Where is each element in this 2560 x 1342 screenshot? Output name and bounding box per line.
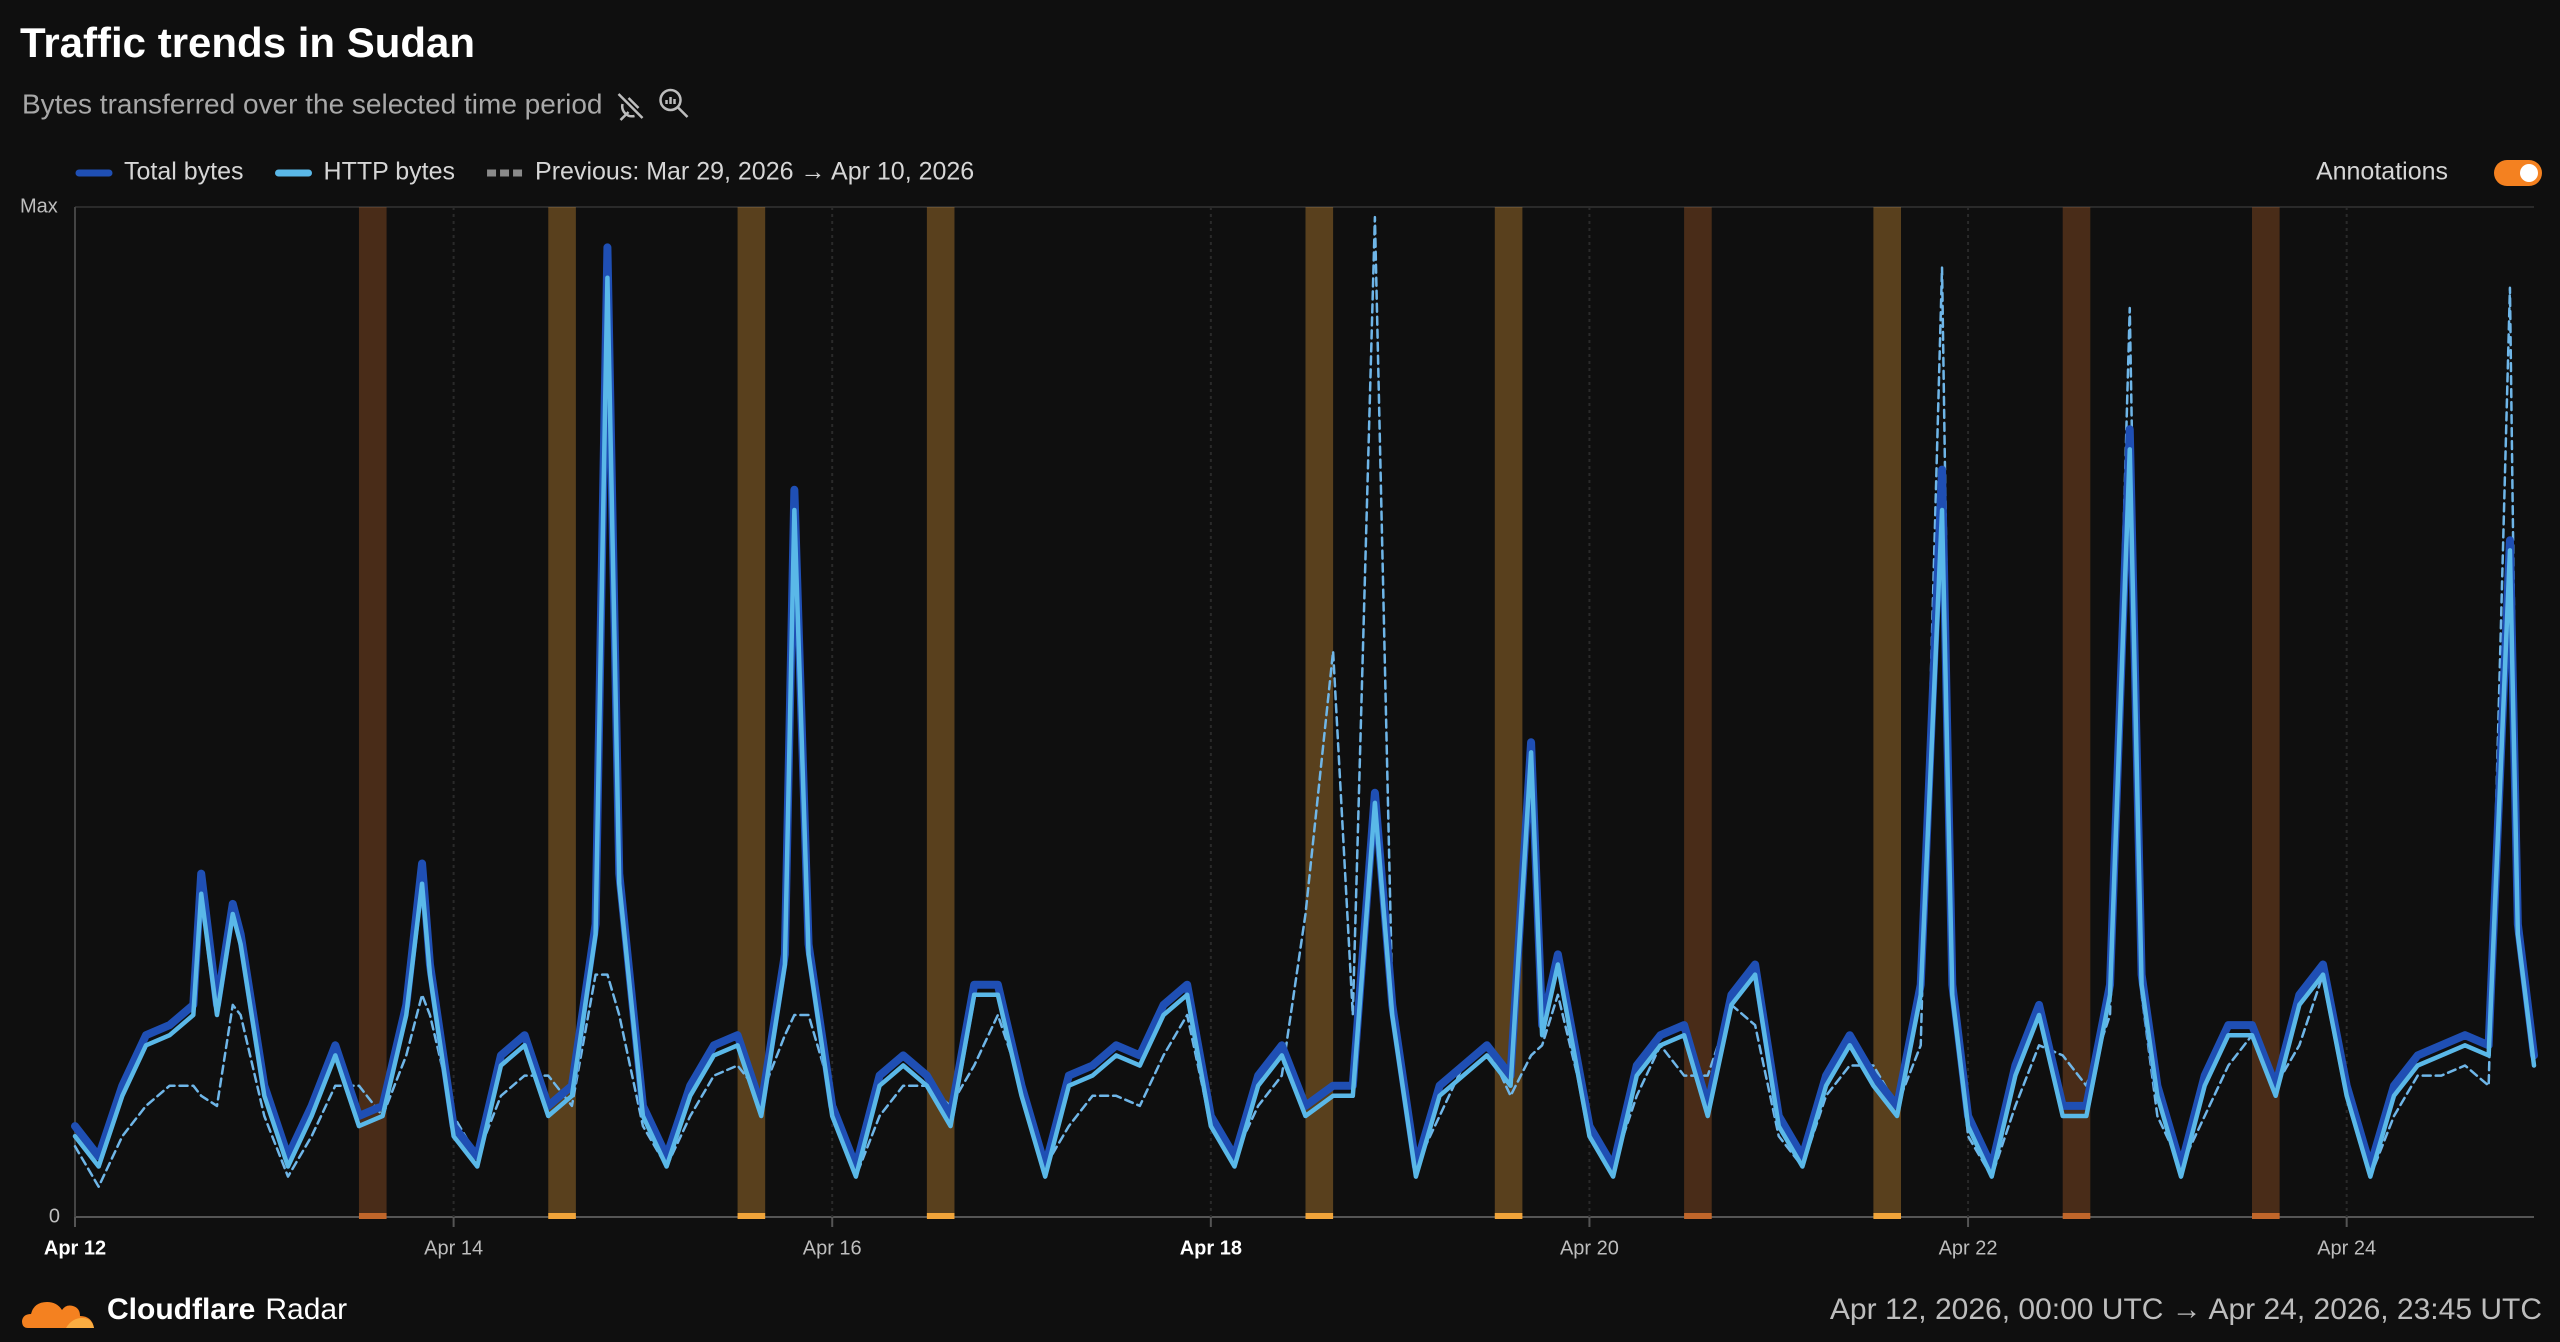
annotation-marker[interactable] [926, 1213, 955, 1219]
annotation-band[interactable] [1873, 207, 1902, 1217]
legend-label: HTTP bytes [324, 158, 456, 186]
x-tick-label: Apr 12 [44, 1237, 106, 1259]
x-tick-label: Apr 22 [1939, 1237, 1998, 1259]
series-line [72, 275, 2537, 1179]
x-tick-label: Apr 20 [1560, 1237, 1619, 1259]
annotations-label: Annotations [2316, 158, 2448, 186]
annotations-toggle[interactable]: Annotations [2316, 158, 2542, 186]
annotation-band[interactable] [548, 207, 576, 1217]
brand-name: Cloudflare [107, 1293, 255, 1326]
annotation-band[interactable] [1305, 207, 1334, 1217]
legend-label: Previous: Mar 29, 2026 → Apr 10, 2026 [535, 158, 974, 186]
y-tick-label: 0 [49, 1205, 60, 1227]
annotation-band[interactable] [358, 207, 387, 1217]
chart-subtitle: Bytes transferred over the selected time… [22, 88, 603, 119]
y-tick-label: Max [20, 195, 58, 217]
annotation-band[interactable] [2062, 207, 2091, 1217]
footer: Cloudflare Radar Apr 12, 2026, 00:00 UTC… [22, 1293, 2542, 1328]
legend: Total bytes HTTP bytes Previous: Mar 29, 2… [75, 158, 974, 186]
x-tick-label: Apr 16 [803, 1237, 862, 1259]
toggle-knob [2520, 164, 2538, 182]
x-tick-label: Apr 14 [424, 1237, 483, 1259]
annotation-marker[interactable] [2252, 1213, 2280, 1219]
x-tick-label: Apr 18 [1180, 1237, 1242, 1259]
plot-area: 0 Max Apr 12 Apr 14 Apr 16 Apr 18 Apr 20 Apr 22… [20, 195, 2538, 1259]
zoom-icon[interactable] [659, 88, 689, 118]
annotation-marker[interactable] [358, 1213, 387, 1219]
subtitle-icons [617, 88, 689, 121]
annotation-band[interactable] [926, 207, 955, 1217]
annotation-marker[interactable] [1494, 1213, 1523, 1219]
legend-item[interactable]: HTTP bytes [275, 158, 456, 186]
cloudflare-logo [22, 1302, 94, 1328]
legend-item[interactable]: Total bytes [75, 158, 244, 186]
annotation-marker[interactable] [1305, 1213, 1334, 1219]
x-tick-label: Apr 24 [2317, 1237, 2376, 1259]
date-range: Apr 12, 2026, 00:00 UTC → Apr 24, 2026, … [1830, 1293, 2542, 1326]
annotation-marker[interactable] [737, 1213, 766, 1219]
annotation-marker[interactable] [2062, 1213, 2091, 1219]
traffic-icon[interactable] [617, 93, 644, 121]
annotation-marker[interactable] [1873, 1213, 1902, 1219]
annotation-marker[interactable] [548, 1213, 576, 1219]
annotation-marker[interactable] [1684, 1213, 1712, 1219]
legend-item[interactable]: Previous: Mar 29, 2026 → Apr 10, 2026 [487, 158, 974, 186]
product-name: Radar [265, 1293, 347, 1326]
legend-label: Total bytes [124, 158, 244, 186]
chart-title: Traffic trends in Sudan [20, 19, 475, 66]
